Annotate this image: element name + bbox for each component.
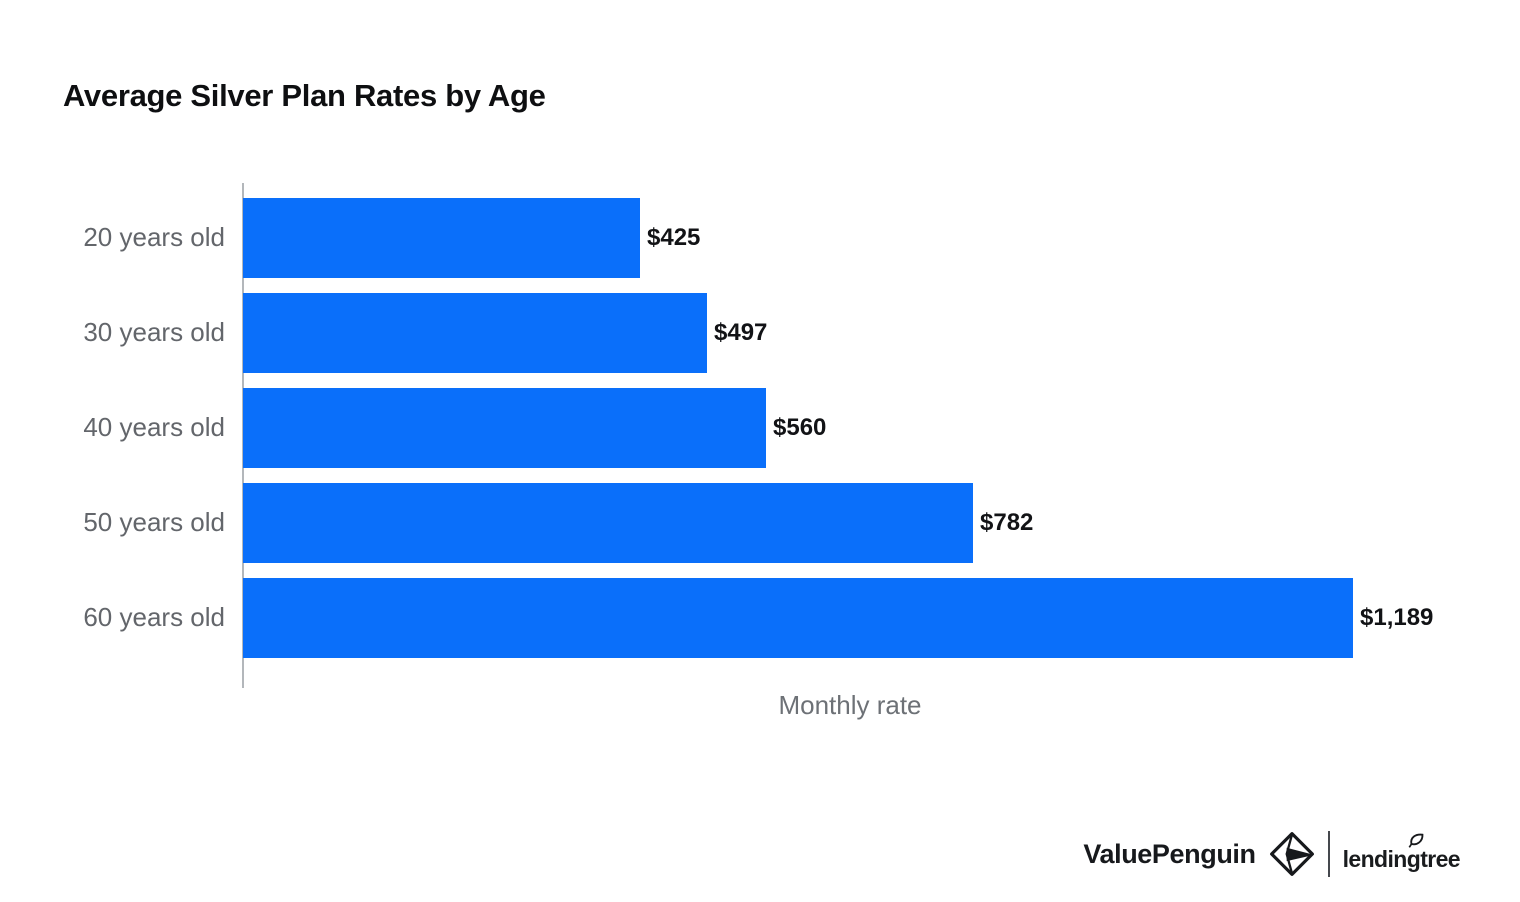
- x-axis-label: Monthly rate: [778, 690, 922, 720]
- category-label: 20 years old: [83, 222, 225, 252]
- chart-row: 20 years old $425: [63, 190, 1433, 285]
- bar: [243, 197, 640, 278]
- chart-rows: 20 years old $425 30 years old $497 40 y…: [63, 190, 1433, 665]
- value-label: $425: [647, 223, 701, 251]
- chart-row: 30 years old $497: [63, 285, 1433, 380]
- value-label: $560: [773, 413, 827, 441]
- chart-title: Average Silver Plan Rates by Age: [63, 78, 546, 113]
- lendingtree-wordmark: lendingtree: [1342, 845, 1461, 872]
- category-label: 50 years old: [83, 507, 225, 537]
- lendingtree-logo: lendingtree: [1342, 833, 1461, 873]
- valuepenguin-wordmark: ValuePenguin: [1083, 838, 1256, 869]
- category-label: 60 years old: [83, 602, 225, 632]
- footer-divider: [1327, 831, 1330, 877]
- value-label: $497: [714, 318, 768, 346]
- chart-row: 50 years old $782: [63, 475, 1433, 570]
- category-label: 30 years old: [83, 317, 225, 347]
- bar: [243, 292, 707, 373]
- brand-footer: ValuePenguin lendingtree: [1083, 828, 1461, 880]
- bar: [243, 577, 1353, 658]
- chart-row: 60 years old $1,189: [63, 570, 1433, 665]
- leaf-icon: [1408, 833, 1424, 848]
- chart-row: 40 years old $560: [63, 380, 1433, 475]
- origami-penguin-icon: [1269, 832, 1314, 876]
- bar: [243, 482, 973, 563]
- bar: [243, 387, 766, 468]
- value-label: $1,189: [1360, 603, 1434, 631]
- value-label: $782: [980, 508, 1034, 536]
- category-label: 40 years old: [83, 412, 225, 442]
